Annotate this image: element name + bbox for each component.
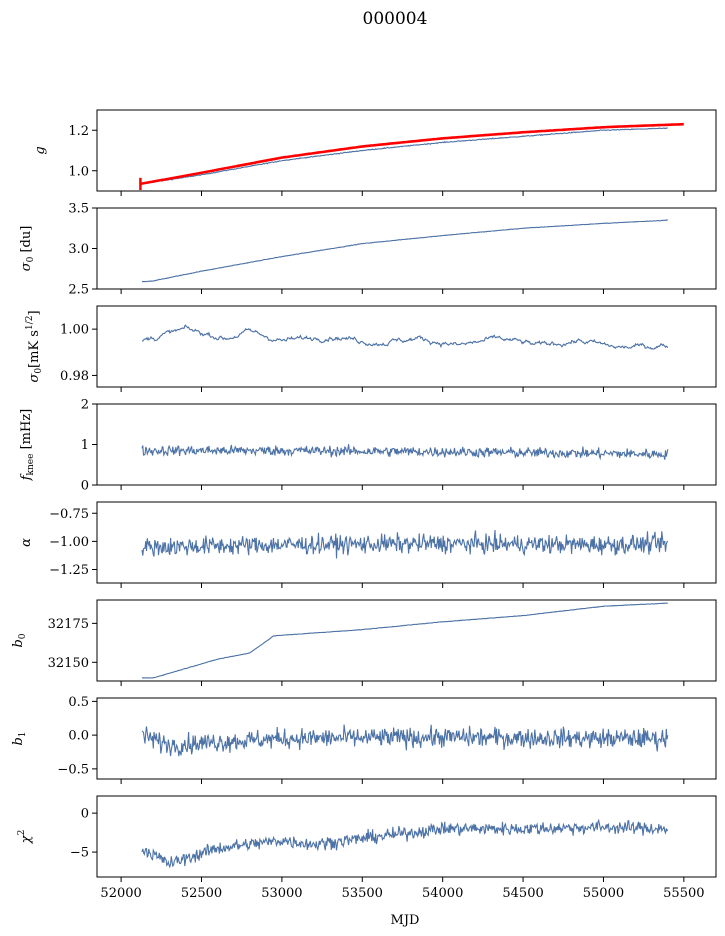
x-tick-label: 55000 [583, 886, 624, 901]
y-axis-label-subscript: knee [26, 454, 36, 476]
y-axis-label-symbol: b [11, 737, 26, 745]
y-tick-label: 0.0 [68, 729, 89, 744]
y-axis-label-symbol: χ [19, 834, 34, 844]
x-axis-label: MJD [391, 913, 420, 928]
y-axis-label: fknee [mHz] [19, 409, 36, 482]
y-axis-label-unit: [mK s [27, 330, 42, 368]
y-tick-label: −0.5 [57, 762, 89, 777]
x-tick-label: 52000 [100, 886, 141, 901]
y-tick-label: 1.2 [68, 124, 89, 139]
y-axis-label-symbol: σ [19, 261, 34, 271]
y-tick-label: −0.75 [49, 507, 89, 522]
panel-frame [96, 403, 717, 486]
panel-1: 2.5 3.0 3.5 σ0 [du] [19, 202, 717, 298]
y-axis-label-subscript: 1 [18, 731, 28, 737]
figure-title: 000004 [363, 9, 428, 29]
y-axis-label: b0 [11, 633, 28, 647]
x-tick-label: 54500 [502, 886, 543, 901]
y-axis-label-symbol: f [19, 473, 34, 481]
panel-frame [96, 697, 717, 780]
y-tick-label: 0 [81, 807, 89, 822]
panel-5: 32150 32175 b0 [11, 599, 717, 686]
panel-3: 0 1 2 fknee [mHz] [19, 398, 717, 494]
y-axis-label-subscript: 0 [18, 633, 28, 639]
panel-2: 0.98 1.00 σ0[mK s1/2] [25, 305, 717, 392]
y-tick-label: 3.0 [68, 242, 89, 257]
y-axis-label: g [33, 146, 48, 154]
panel-4: −1.25 −1.00 −0.75 α [19, 501, 717, 588]
x-tick-label: 54000 [422, 886, 463, 901]
y-axis-label: α [19, 538, 34, 547]
y-axis-label-end: ] [27, 310, 42, 315]
y-tick-label: −1.25 [49, 563, 89, 578]
x-tick-label: 53500 [342, 886, 383, 901]
series-line [141, 529, 669, 559]
y-tick-label: 32150 [48, 656, 89, 671]
y-tick-label: −1.00 [49, 535, 89, 550]
series-line [141, 127, 668, 185]
series-line [141, 324, 669, 350]
y-axis-label-symbol: α [19, 538, 34, 547]
series-line [141, 602, 668, 679]
panel-7: −5 0 52000 52500 53000 53500 54000 54500 55000 55… [17, 795, 717, 901]
y-axis-label: b1 [11, 731, 28, 745]
series-line [141, 724, 669, 757]
series-line [141, 219, 668, 283]
y-tick-label: 1.0 [68, 164, 89, 179]
series-line [141, 818, 669, 869]
series-line [141, 444, 669, 461]
y-axis-label-symbol: g [33, 146, 48, 154]
y-axis-label-subscript: 0 [34, 368, 44, 374]
y-axis-label-unit: [mHz] [19, 409, 34, 454]
y-tick-label: 1 [81, 438, 89, 453]
y-tick-label: 1.00 [60, 323, 89, 338]
panel-frame [96, 599, 717, 682]
y-axis-label-subscript: 0 [26, 256, 36, 262]
panel-frame [96, 305, 717, 388]
panel-frame [96, 795, 717, 878]
y-tick-label: 0.5 [68, 695, 89, 710]
panel-0: 1.0 1.2 g [33, 109, 717, 196]
x-tick-label: 52500 [181, 886, 222, 901]
panel-6: −0.5 0.0 0.5 b1 [11, 695, 717, 784]
y-axis-label: σ0 [du] [19, 226, 36, 272]
y-tick-label: 0.98 [60, 369, 89, 384]
y-tick-label: 2 [81, 398, 89, 413]
y-axis-label: σ0[mK s1/2] [25, 310, 44, 382]
panel-frame [96, 109, 717, 192]
panel-frame [96, 501, 717, 584]
x-tick-label: 55500 [663, 886, 704, 901]
y-axis-label-symbol: σ [27, 373, 42, 383]
y-tick-label: −5 [70, 846, 89, 861]
y-tick-label: 32175 [48, 617, 89, 632]
y-axis-label-superscript: 2 [17, 830, 27, 836]
y-axis-label: χ2 [17, 830, 34, 845]
y-tick-label: 3.5 [68, 202, 89, 217]
y-tick-label: 2.5 [68, 283, 89, 298]
x-tick-label: 53000 [261, 886, 302, 901]
y-axis-label-unit: [du] [19, 226, 34, 257]
y-axis-label-symbol: b [11, 639, 26, 647]
y-tick-label: 0 [81, 479, 89, 494]
fit-line [140, 122, 684, 186]
y-axis-label-superscript: 1/2 [25, 316, 35, 330]
panel-frame [96, 207, 717, 290]
